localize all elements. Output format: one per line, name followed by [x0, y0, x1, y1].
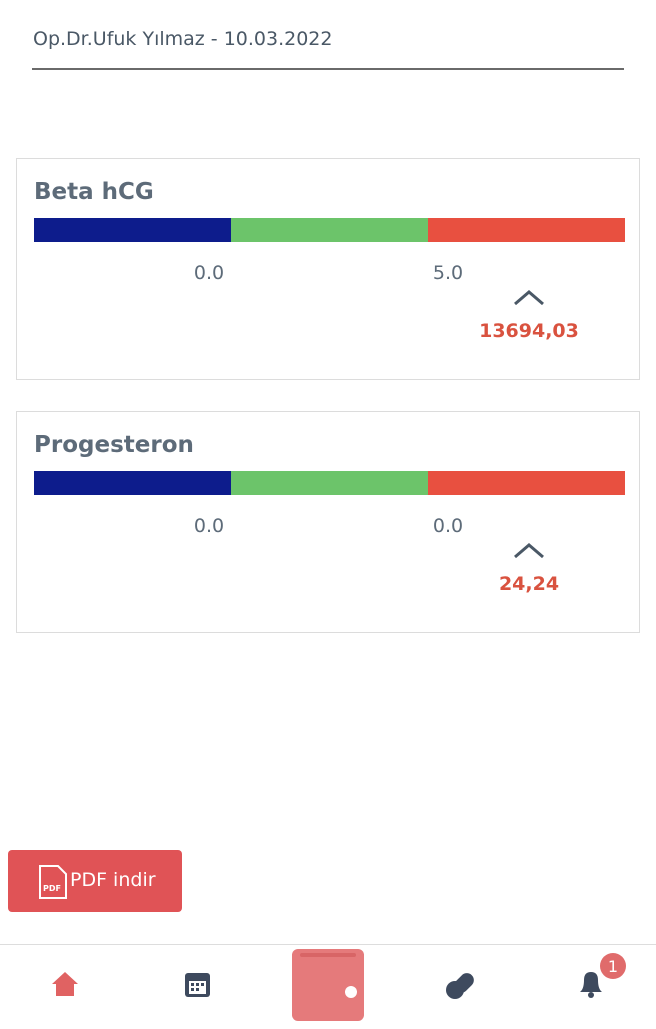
pdf-icon: PDF [39, 865, 67, 899]
pdf-icon-label: PDF [43, 884, 61, 893]
badge [600, 953, 626, 979]
badge-count: 1 [608, 957, 618, 976]
range-segment [231, 471, 428, 495]
range-high: 5.0 [432, 262, 464, 284]
wallet-button[interactable] [292, 949, 364, 1021]
range-bar [34, 471, 625, 495]
range-segment [428, 471, 625, 495]
bell-icon[interactable] [580, 972, 602, 998]
range-low: 0.0 [193, 262, 225, 284]
test-name: Progesteron [34, 432, 194, 458]
result-card: Beta hCG 0.0 5.0 13694,03 [16, 158, 640, 380]
range-bar [34, 218, 625, 242]
bottom-nav: 1 [0, 944, 656, 1025]
range-segment [428, 218, 625, 242]
calendar-icon[interactable] [185, 973, 210, 997]
range-low: 0.0 [193, 515, 225, 537]
home-icon[interactable] [52, 972, 78, 996]
result-value: 13694,03 [479, 320, 579, 342]
pointer [514, 543, 544, 559]
pdf-button[interactable]: PDF PDF indir [8, 850, 182, 912]
result-card: Progesteron 0.0 0.0 24,24 [16, 411, 640, 633]
pdf-label: PDF indir [70, 869, 156, 891]
range-segment [34, 218, 231, 242]
result-value: 24,24 [498, 573, 560, 595]
range-segment [34, 471, 231, 495]
pointer [514, 290, 544, 306]
range-segment [231, 218, 428, 242]
range-high: 0.0 [432, 515, 464, 537]
pills-icon[interactable] [446, 970, 477, 999]
test-name: Beta hCG [34, 179, 154, 205]
nav-icons: 1 [52, 949, 626, 1021]
divider [32, 68, 624, 70]
subtitle: Op.Dr.Ufuk Yılmaz - 10.03.2022 [33, 28, 333, 50]
